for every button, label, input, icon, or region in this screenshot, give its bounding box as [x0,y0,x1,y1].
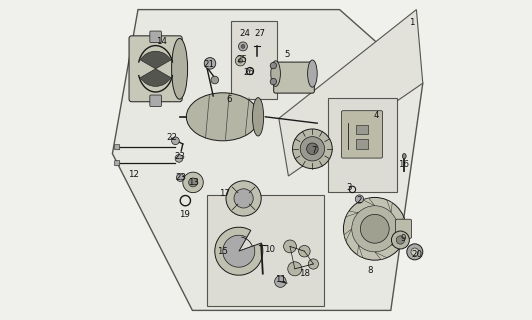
FancyBboxPatch shape [355,125,368,134]
Circle shape [308,259,319,269]
Text: 16: 16 [398,160,409,169]
Text: 24: 24 [240,29,251,38]
Circle shape [204,58,216,69]
FancyBboxPatch shape [150,31,161,43]
Text: 7: 7 [311,146,317,155]
Text: 15: 15 [217,247,228,256]
Circle shape [241,44,245,48]
Ellipse shape [253,98,264,136]
Text: 5: 5 [284,50,289,59]
Circle shape [352,206,398,252]
Circle shape [392,231,409,249]
Text: 6: 6 [227,95,232,104]
Wedge shape [183,172,203,193]
FancyBboxPatch shape [231,21,277,99]
Circle shape [411,248,419,256]
Text: 13: 13 [188,178,200,187]
FancyBboxPatch shape [150,95,161,107]
Text: 4: 4 [373,111,379,120]
FancyBboxPatch shape [355,139,368,149]
Polygon shape [387,200,392,212]
Ellipse shape [307,60,317,87]
FancyBboxPatch shape [129,36,182,102]
Polygon shape [375,252,387,260]
Circle shape [211,76,219,84]
Ellipse shape [271,61,280,86]
Text: 22: 22 [166,133,177,142]
Wedge shape [140,51,171,69]
Text: 23: 23 [176,173,187,182]
Circle shape [355,195,363,203]
Circle shape [175,155,183,162]
Polygon shape [346,212,359,217]
Polygon shape [391,241,404,246]
Polygon shape [398,217,405,229]
Circle shape [288,262,302,276]
FancyBboxPatch shape [114,161,120,166]
Text: 26: 26 [243,68,254,76]
FancyBboxPatch shape [273,62,314,93]
Wedge shape [215,227,263,275]
Circle shape [177,174,184,181]
Ellipse shape [402,154,406,159]
Circle shape [306,143,318,155]
Polygon shape [112,10,423,310]
Text: 2: 2 [356,196,362,204]
Circle shape [234,189,253,208]
Text: 9: 9 [401,234,406,243]
Circle shape [188,178,197,187]
Circle shape [238,42,247,51]
Circle shape [396,236,404,244]
FancyBboxPatch shape [342,111,383,158]
Text: 23: 23 [174,152,185,161]
Text: 12: 12 [128,170,139,179]
Circle shape [284,240,296,253]
Text: 1: 1 [409,18,414,27]
Text: 10: 10 [264,245,275,254]
Polygon shape [344,229,352,241]
Text: 19: 19 [179,210,190,219]
Polygon shape [358,245,363,258]
Circle shape [226,181,261,216]
Circle shape [172,137,179,145]
FancyBboxPatch shape [396,219,412,238]
Ellipse shape [172,38,188,99]
Wedge shape [223,235,255,267]
Circle shape [360,214,389,243]
Circle shape [298,245,310,257]
Text: 14: 14 [156,37,168,46]
Circle shape [275,276,286,287]
Text: 20: 20 [411,250,422,259]
Text: 27: 27 [254,29,265,38]
Polygon shape [363,198,375,206]
Ellipse shape [186,93,259,141]
Circle shape [235,56,246,66]
Circle shape [300,137,325,161]
Text: 11: 11 [275,276,286,284]
Wedge shape [140,69,171,86]
Text: 3: 3 [346,183,352,192]
FancyBboxPatch shape [328,98,397,192]
Circle shape [270,62,277,69]
Text: 25: 25 [237,55,247,64]
Text: 18: 18 [299,269,310,278]
Text: 21: 21 [203,60,214,68]
Circle shape [407,244,423,260]
Text: 8: 8 [367,266,373,275]
Circle shape [344,197,406,260]
Circle shape [238,59,243,63]
FancyBboxPatch shape [114,145,120,150]
Text: 17: 17 [219,189,230,198]
FancyBboxPatch shape [207,195,323,306]
Polygon shape [279,10,423,176]
Circle shape [293,129,332,169]
Circle shape [270,78,277,85]
